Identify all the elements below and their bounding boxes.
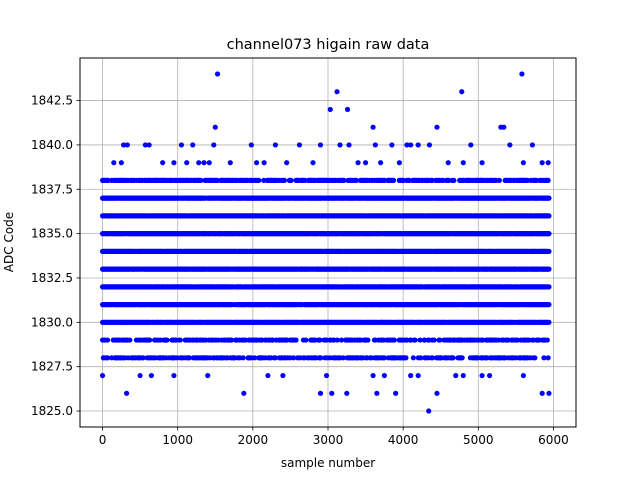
data-point: [280, 372, 286, 379]
data-point: [256, 177, 262, 184]
data-point: [546, 231, 552, 237]
data-point: [124, 142, 130, 148]
data-point: [453, 372, 459, 379]
data-point: [486, 372, 493, 379]
data-point: [329, 390, 335, 396]
data-point: [451, 177, 457, 184]
data-point: [412, 337, 418, 343]
data-point: [211, 142, 217, 148]
data-point: [415, 372, 421, 379]
data-point: [545, 355, 551, 361]
data-point: [205, 372, 211, 379]
data-point: [137, 372, 143, 379]
data-point: [317, 390, 324, 396]
data-point: [410, 355, 416, 361]
data-point: [408, 372, 414, 379]
data-point: [323, 372, 330, 379]
data-point: [303, 337, 309, 343]
data-point: [539, 390, 545, 396]
data-point: [196, 160, 202, 166]
data-point: [544, 337, 550, 343]
data-point: [365, 337, 371, 343]
data-point: [184, 160, 190, 166]
data-point: [265, 372, 271, 379]
data-point: [293, 337, 299, 343]
data-point: [520, 372, 526, 379]
data-point: [546, 390, 552, 396]
data-point: [546, 195, 552, 201]
data-point: [118, 160, 124, 166]
data-point: [431, 337, 437, 343]
data-point: [148, 372, 154, 379]
data-point: [426, 408, 432, 414]
data-point: [214, 71, 221, 77]
data-point: [434, 390, 440, 396]
data-point: [178, 142, 185, 148]
data-point: [240, 355, 246, 361]
data-point: [546, 248, 552, 254]
data-point: [546, 266, 552, 272]
data-point: [374, 390, 380, 396]
data-point: [393, 390, 399, 396]
data-point: [391, 337, 397, 343]
data-point: [281, 177, 288, 184]
data-point: [123, 390, 130, 396]
data-point: [344, 390, 350, 396]
data-point: [190, 142, 196, 148]
data-point: [546, 301, 552, 308]
data-point: [546, 213, 552, 219]
data-point: [171, 372, 177, 379]
data-point: [241, 390, 247, 396]
data-point: [370, 372, 376, 379]
data-point: [546, 319, 552, 325]
data-point: [201, 160, 207, 166]
data-point: [496, 177, 502, 184]
data-point: [147, 337, 153, 343]
data-point: [127, 337, 133, 343]
data-point: [459, 355, 465, 361]
data-point: [171, 160, 177, 166]
data-point: [546, 284, 552, 290]
data-point: [177, 337, 183, 343]
data-point: [99, 372, 106, 379]
data-points: [99, 71, 552, 414]
data-point: [104, 337, 111, 343]
data-point: [288, 177, 294, 184]
data-point: [381, 372, 387, 379]
data-point: [450, 355, 456, 361]
data-point: [146, 142, 152, 148]
data-point: [164, 337, 170, 343]
data-point: [212, 124, 218, 130]
data-point: [403, 355, 409, 361]
data-point: [206, 160, 212, 166]
data-point: [545, 177, 551, 184]
data-point: [390, 177, 397, 184]
data-point: [479, 372, 485, 379]
data-point: [460, 372, 466, 379]
data-point: [160, 160, 166, 166]
data-point: [111, 160, 117, 166]
data-point: [532, 355, 538, 361]
